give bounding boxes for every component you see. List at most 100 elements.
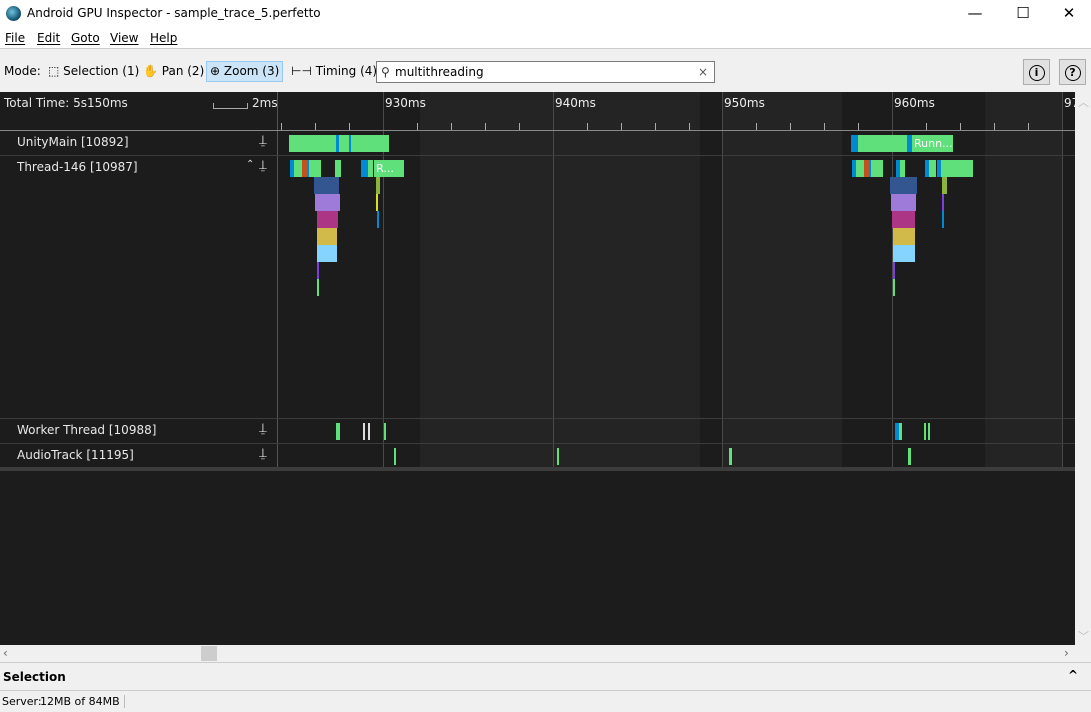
- trace-slice[interactable]: [728, 448, 732, 465]
- trace-slice[interactable]: [941, 177, 947, 194]
- major-gridline: [892, 92, 893, 467]
- trace-slice[interactable]: [557, 448, 559, 465]
- mode-selection-button[interactable]: ⬚ Selection (1): [44, 61, 143, 82]
- trace-slice[interactable]: [927, 423, 930, 440]
- tracks-divider[interactable]: [0, 467, 1075, 471]
- clear-search-icon[interactable]: ×: [697, 65, 708, 79]
- minor-tick: [451, 123, 452, 130]
- trace-slice[interactable]: [367, 160, 373, 177]
- scroll-left-icon[interactable]: ‹: [3, 646, 8, 660]
- trace-slice[interactable]: [895, 160, 900, 177]
- trace-slice[interactable]: Runn...: [912, 135, 954, 152]
- trace-slice[interactable]: [936, 160, 941, 177]
- trace-slice[interactable]: [892, 245, 915, 262]
- trace-slice[interactable]: [855, 160, 864, 177]
- horizontal-scrollbar[interactable]: ‹ ›: [0, 645, 1091, 662]
- track: Worker Thread [10988] ⍊: [0, 418, 1075, 443]
- trace-slice[interactable]: [928, 160, 936, 177]
- trace-slice[interactable]: [923, 423, 926, 440]
- trace-slice[interactable]: [870, 160, 883, 177]
- help-button[interactable]: ?: [1059, 59, 1086, 85]
- trace-slice[interactable]: [906, 135, 912, 152]
- trace-slice[interactable]: [314, 177, 339, 194]
- track-name[interactable]: AudioTrack [11195]: [17, 448, 134, 462]
- maximize-button[interactable]: ☐: [1016, 4, 1030, 22]
- menu-help[interactable]: Help: [150, 31, 178, 45]
- trace-slice[interactable]: [336, 135, 340, 152]
- mode-pan-button[interactable]: ✋ Pan (2): [139, 61, 208, 82]
- trace-slice[interactable]: [907, 448, 911, 465]
- scroll-down-icon[interactable]: ﹀: [1078, 630, 1089, 643]
- trace-slice[interactable]: R...: [374, 160, 404, 177]
- trace-slice[interactable]: [317, 262, 319, 279]
- trace-slice[interactable]: [890, 194, 916, 211]
- mode-timing-button[interactable]: ⊢⊣ Timing (4): [287, 61, 381, 82]
- trace-slice[interactable]: [294, 160, 302, 177]
- search-input[interactable]: ⚲ multithreading ×: [376, 61, 715, 83]
- trace-slice[interactable]: [349, 135, 352, 152]
- trace-slice[interactable]: [317, 211, 338, 228]
- trace-slice[interactable]: [307, 160, 309, 177]
- minimize-button[interactable]: —: [967, 4, 983, 22]
- track-name[interactable]: Thread-146 [10987]: [17, 160, 138, 174]
- pin-icon[interactable]: ⍊: [259, 421, 267, 436]
- trace-slice[interactable]: [892, 279, 895, 296]
- track-name[interactable]: Worker Thread [10988]: [17, 423, 157, 437]
- mode-zoom-button[interactable]: ⊕ Zoom (3): [206, 61, 284, 82]
- trace-slice[interactable]: [309, 160, 321, 177]
- trace-slice[interactable]: [317, 245, 337, 262]
- collapse-chevron-icon[interactable]: ^: [1068, 668, 1079, 682]
- pin-icon[interactable]: ⍊: [259, 133, 267, 148]
- trace-slice[interactable]: [857, 135, 907, 152]
- trace-slice[interactable]: [363, 423, 365, 440]
- info-button[interactable]: i: [1023, 59, 1050, 85]
- trace-slice[interactable]: [315, 194, 340, 211]
- trace-slice[interactable]: [394, 448, 397, 465]
- trace-slice[interactable]: [850, 135, 858, 152]
- trace-slice[interactable]: [384, 423, 387, 440]
- trace-slice[interactable]: [301, 160, 307, 177]
- trace-slice[interactable]: [941, 211, 944, 228]
- pin-icon[interactable]: ⍊: [259, 158, 267, 173]
- trace-slice[interactable]: [940, 160, 973, 177]
- trace-slice[interactable]: [317, 228, 337, 245]
- trace-slice[interactable]: [375, 177, 380, 194]
- menu-view[interactable]: View: [110, 31, 139, 45]
- trace-slice[interactable]: [892, 262, 895, 279]
- timeline-view[interactable]: Total Time: 5s150ms 2ms 930ms 940ms 950ms 9…: [0, 92, 1075, 645]
- trace-slice[interactable]: [894, 423, 899, 440]
- trace-slice[interactable]: [290, 160, 295, 177]
- trace-slice[interactable]: [941, 194, 944, 211]
- collapse-icon[interactable]: ⌃: [246, 159, 255, 170]
- trace-slice[interactable]: [868, 160, 871, 177]
- minor-tick: [994, 123, 995, 130]
- menu-edit[interactable]: Edit: [37, 31, 61, 45]
- selection-panel-header[interactable]: Selection ^: [0, 662, 1091, 691]
- trace-slice[interactable]: [367, 423, 370, 440]
- trace-slice[interactable]: [376, 211, 379, 228]
- trace-slice[interactable]: [317, 279, 319, 296]
- scroll-thumb[interactable]: [201, 646, 217, 661]
- menu-goto[interactable]: Goto: [71, 31, 100, 45]
- trace-slice[interactable]: [898, 423, 902, 440]
- trace-slice[interactable]: [891, 211, 915, 228]
- vertical-scrollbar[interactable]: ︿ ﹀: [1075, 92, 1091, 645]
- menu-file[interactable]: File: [5, 31, 26, 45]
- trace-slice[interactable]: [335, 160, 341, 177]
- scroll-up-icon[interactable]: ︿: [1078, 96, 1089, 109]
- trace-slice[interactable]: [924, 160, 929, 177]
- trace-slice[interactable]: [851, 160, 856, 177]
- trace-slice[interactable]: [863, 160, 869, 177]
- trace-slice[interactable]: [376, 194, 379, 211]
- pin-icon[interactable]: ⍊: [259, 446, 267, 461]
- trace-slice[interactable]: [889, 177, 917, 194]
- mode-selection-label: Selection (1): [63, 64, 140, 78]
- scroll-right-icon[interactable]: ›: [1064, 646, 1069, 660]
- trace-slice[interactable]: [336, 423, 340, 440]
- selection-title: Selection: [3, 670, 66, 684]
- track-name[interactable]: UnityMain [10892]: [17, 135, 129, 149]
- trace-slice[interactable]: [361, 160, 368, 177]
- trace-slice[interactable]: [892, 228, 915, 245]
- close-button[interactable]: ✕: [1062, 4, 1076, 22]
- trace-slice[interactable]: [900, 160, 905, 177]
